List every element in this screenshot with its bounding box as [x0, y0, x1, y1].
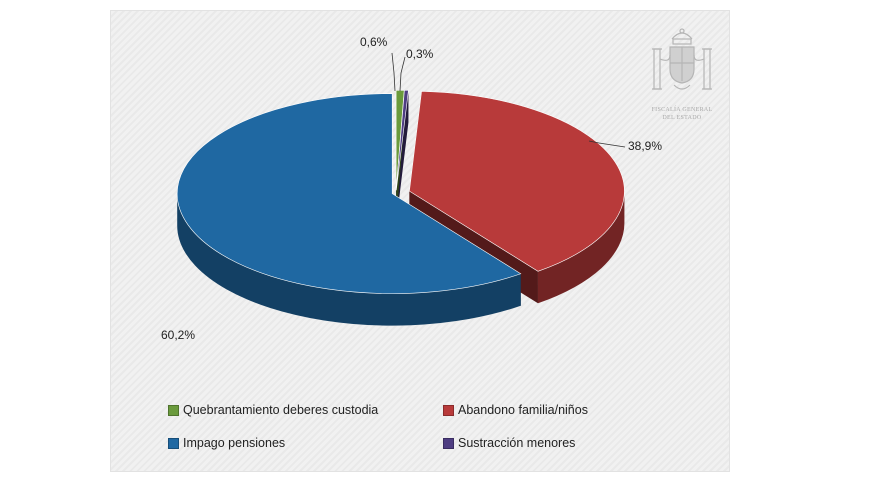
legend-swatch-red	[443, 404, 454, 416]
legend-item-abandono: Abandono familia/niños	[443, 403, 588, 417]
legend-label: Impago pensiones	[183, 436, 286, 450]
data-label-impago: 60,2%	[161, 328, 196, 342]
leader-line-abandono	[588, 140, 626, 148]
data-label-sustraccion: 0,3%	[406, 47, 434, 61]
legend-item-impago: Impago pensiones	[168, 436, 285, 450]
slice-sustraccion-cut-end	[396, 90, 409, 223]
slice-impago	[176, 93, 522, 294]
legend-item-sustraccion: Sustracción menores	[443, 436, 575, 450]
data-label-quebrantamiento: 0,6%	[360, 35, 388, 49]
legend-label: Quebrantamiento deberes custodia	[183, 403, 379, 417]
leader-line-quebrantamiento	[391, 52, 396, 92]
legend-label: Sustracción menores	[458, 436, 576, 450]
legend-swatch-purple	[443, 437, 454, 449]
pie-chart	[176, 52, 626, 326]
legend-item-quebrantamiento: Quebrantamiento deberes custodia	[168, 403, 378, 417]
leader-line-sustraccion	[399, 56, 406, 92]
slice-abandono	[409, 90, 625, 272]
legend-swatch-blue	[168, 437, 179, 449]
coat-of-arms-icon	[652, 28, 712, 90]
emblem-caption-line1: FISCALÍA GENERAL	[651, 107, 713, 113]
emblem-caption-line2: DEL ESTADO	[662, 115, 702, 121]
coat-of-arms-logo: FISCALÍA GENERAL DEL ESTADO	[646, 25, 718, 125]
legend-label: Abandono familia/niños	[458, 403, 588, 417]
data-label-abandono: 38,9%	[628, 139, 663, 153]
slice-sustraccion	[395, 89, 409, 191]
legend-swatch-green	[168, 404, 179, 416]
slice-impago-side	[177, 193, 521, 326]
chart-panel: 0,6% 0,3% 38,9% 60,2% Quebrantamiento de…	[110, 10, 730, 472]
slice-abandono-side	[537, 191, 625, 304]
